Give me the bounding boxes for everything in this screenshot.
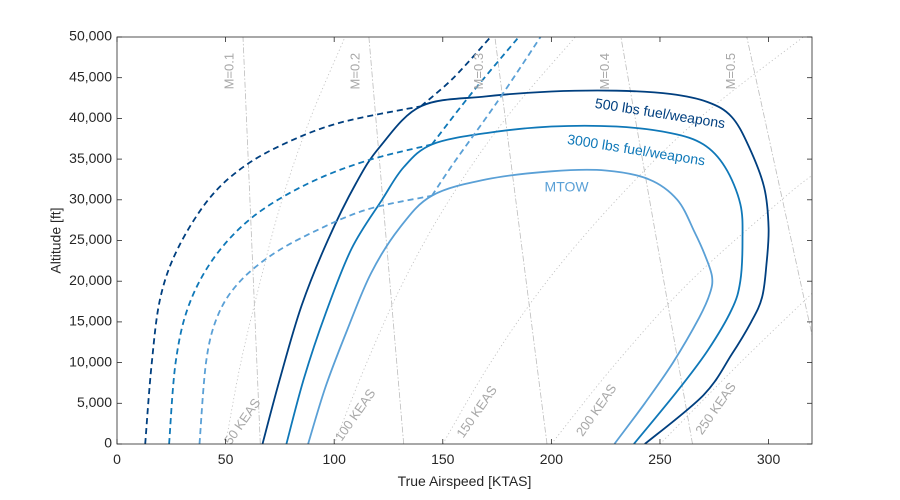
- mach-line-label: M=0.1: [221, 53, 236, 90]
- envelope-solid-line: [307, 168, 714, 444]
- mach-line: [368, 37, 405, 444]
- curve-labels: M=0.1 M=0.2 M=0.3 M=0.4 M=0.5 50 KEAS 100 KEAS…: [221, 53, 739, 447]
- keas-line: [225, 37, 346, 444]
- envelope-dashed-extension: [431, 37, 542, 197]
- x-tick-label: 100: [323, 451, 347, 467]
- x-tick-label: 0: [113, 451, 121, 467]
- y-tick-label: 50,000: [69, 28, 112, 44]
- keas-line: [659, 293, 812, 444]
- curve-label: MTOW: [545, 178, 590, 194]
- envelope-solid-line: [261, 89, 770, 444]
- y-tick-label: 5,000: [77, 394, 112, 410]
- keas-line-label: 50 KEAS: [221, 395, 264, 447]
- envelope-solid-line: [285, 124, 744, 444]
- x-tick-label: 250: [648, 451, 672, 467]
- x-tick-label: 50: [218, 451, 234, 467]
- mach-line-label: M=0.5: [723, 53, 738, 90]
- envelope-curves: [144, 37, 770, 444]
- y-tick-label: 40,000: [69, 109, 112, 125]
- envelope-dashed-line: [168, 143, 433, 444]
- y-tick-label: 0: [104, 435, 112, 451]
- keas-line: [551, 175, 812, 444]
- keas-line: [333, 37, 576, 444]
- x-tick-label: 150: [431, 451, 455, 467]
- mach-line-label: M=0.2: [347, 53, 362, 90]
- y-tick-label: 35,000: [69, 150, 112, 166]
- envelope-dashed-line: [144, 105, 422, 444]
- envelope-dashed-line: [198, 194, 433, 444]
- keas-line: [442, 37, 804, 444]
- envelope-dashed-extension: [420, 37, 492, 107]
- y-tick-label: 20,000: [69, 272, 112, 288]
- y-tick-label: 15,000: [69, 313, 112, 329]
- envelope-dashed-extension: [431, 37, 520, 145]
- mach-line: [242, 37, 261, 444]
- x-tick-label: 300: [757, 451, 781, 467]
- mach-line: [494, 37, 548, 444]
- reference-lines: [225, 37, 812, 444]
- y-tick-label: 30,000: [69, 191, 112, 207]
- keas-line-label: 250 KEAS: [692, 379, 739, 437]
- axes: 0 50 100 150 200 250 300 0 5,000 10,000 15,000 20,0…: [69, 28, 812, 467]
- y-tick-label: 45,000: [69, 68, 112, 84]
- y-tick-label: 25,000: [69, 231, 112, 247]
- mach-line-label: M=0.3: [471, 53, 486, 90]
- mach-line: [620, 37, 693, 444]
- keas-line-label: 150 KEAS: [453, 383, 500, 441]
- x-tick-label: 200: [540, 451, 564, 467]
- mach-line: [746, 37, 812, 337]
- keas-line-label: 100 KEAS: [332, 386, 379, 444]
- x-axis-title: True Airspeed [KTAS]: [398, 473, 532, 489]
- keas-line-label: 200 KEAS: [573, 381, 620, 439]
- y-axis-title: Altitude [ft]: [48, 207, 64, 273]
- y-tick-label: 10,000: [69, 353, 112, 369]
- mach-line-label: M=0.4: [597, 53, 612, 90]
